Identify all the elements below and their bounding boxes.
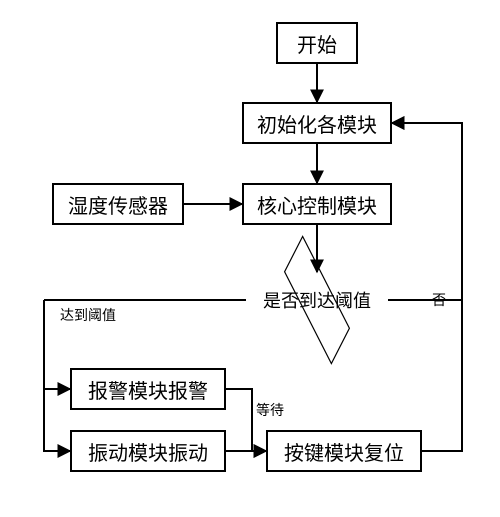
node-reset: 按键模块复位 [266,430,422,472]
flowchart-canvas: { "flowchart": { "type": "flowchart", "b… [0,0,500,517]
node-reset-label: 按键模块复位 [284,437,404,466]
node-decision-label: 是否到达阈值 [263,287,371,313]
node-core-label: 核心控制模块 [257,190,377,219]
node-alarm-label: 报警模块报警 [88,375,208,404]
node-init-label: 初始化各模块 [257,109,377,138]
node-start-label: 开始 [297,29,337,58]
edge-label-wait: 等待 [256,400,284,420]
node-vibrate: 振动模块振动 [70,430,226,472]
node-init: 初始化各模块 [242,102,392,144]
node-vibrate-label: 振动模块振动 [88,437,208,466]
node-decision: 是否到达阈值 [246,272,388,328]
node-sensor: 湿度传感器 [52,183,184,225]
node-alarm: 报警模块报警 [70,368,226,410]
node-core: 核心控制模块 [242,183,392,225]
node-sensor-label: 湿度传感器 [68,190,168,219]
edge-label-no: 否 [432,290,446,310]
edge-label-threshold: 达到阈值 [60,305,116,325]
node-start: 开始 [276,22,358,64]
